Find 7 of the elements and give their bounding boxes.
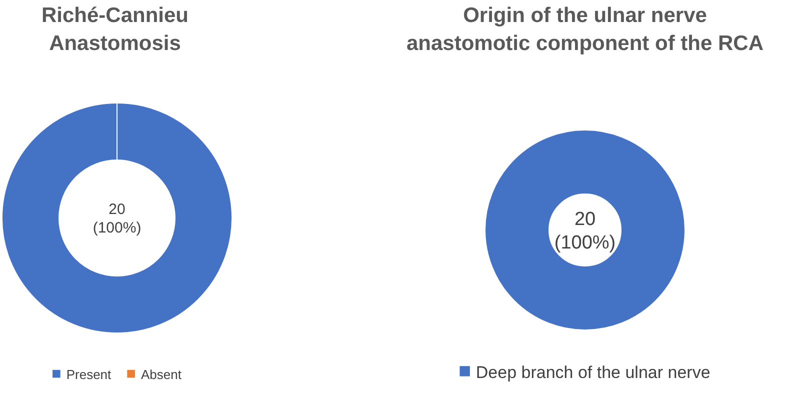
legend-label: Absent xyxy=(140,367,182,382)
legend-label: Present xyxy=(66,367,112,382)
data-label: 20 (100%) xyxy=(554,208,616,254)
chart-title: Riché-Cannieu Anastomosis xyxy=(41,4,189,55)
chart-title: Origin of the ulnar nerve anastomotic component of the RCA xyxy=(406,4,764,55)
data-label: 20 (100%) xyxy=(92,200,142,237)
legend-label: Deep branch of the ulnar nerve xyxy=(476,363,710,382)
